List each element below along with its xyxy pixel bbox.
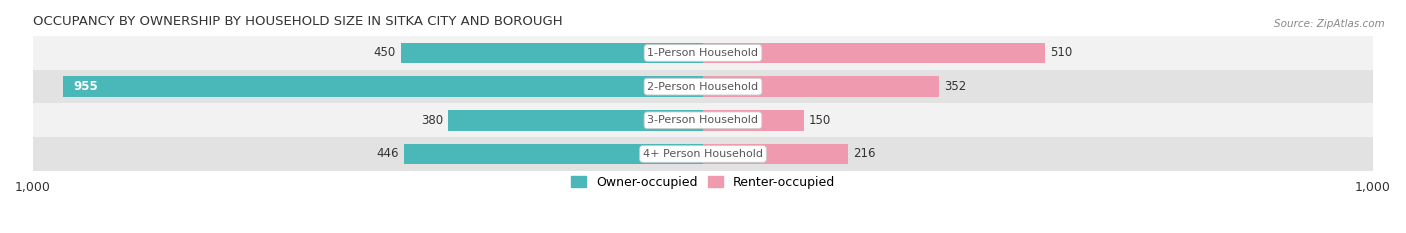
Text: OCCUPANCY BY OWNERSHIP BY HOUSEHOLD SIZE IN SITKA CITY AND BOROUGH: OCCUPANCY BY OWNERSHIP BY HOUSEHOLD SIZE… [32, 15, 562, 28]
Legend: Owner-occupied, Renter-occupied: Owner-occupied, Renter-occupied [567, 171, 839, 194]
Bar [32, 137, 1374, 171]
Text: 4+ Person Household: 4+ Person Household [643, 149, 763, 159]
Text: 352: 352 [945, 80, 966, 93]
Text: 150: 150 [808, 114, 831, 127]
Bar [703, 42, 1045, 63]
Bar [703, 110, 803, 131]
Bar [449, 110, 703, 131]
Bar [703, 144, 848, 164]
Text: 2-Person Household: 2-Person Household [647, 82, 759, 92]
Text: 446: 446 [377, 147, 399, 161]
Bar [404, 144, 703, 164]
Bar [32, 36, 1374, 70]
Text: 3-Person Household: 3-Person Household [648, 115, 758, 125]
Text: 510: 510 [1050, 46, 1073, 59]
Text: 1-Person Household: 1-Person Household [648, 48, 758, 58]
Text: 216: 216 [853, 147, 876, 161]
Text: 450: 450 [374, 46, 396, 59]
Text: 380: 380 [420, 114, 443, 127]
Text: Source: ZipAtlas.com: Source: ZipAtlas.com [1274, 19, 1385, 29]
Text: 955: 955 [73, 80, 98, 93]
Bar [402, 42, 703, 63]
Bar [32, 103, 1374, 137]
Bar [32, 70, 1374, 103]
Bar [63, 76, 703, 97]
Bar [703, 76, 939, 97]
